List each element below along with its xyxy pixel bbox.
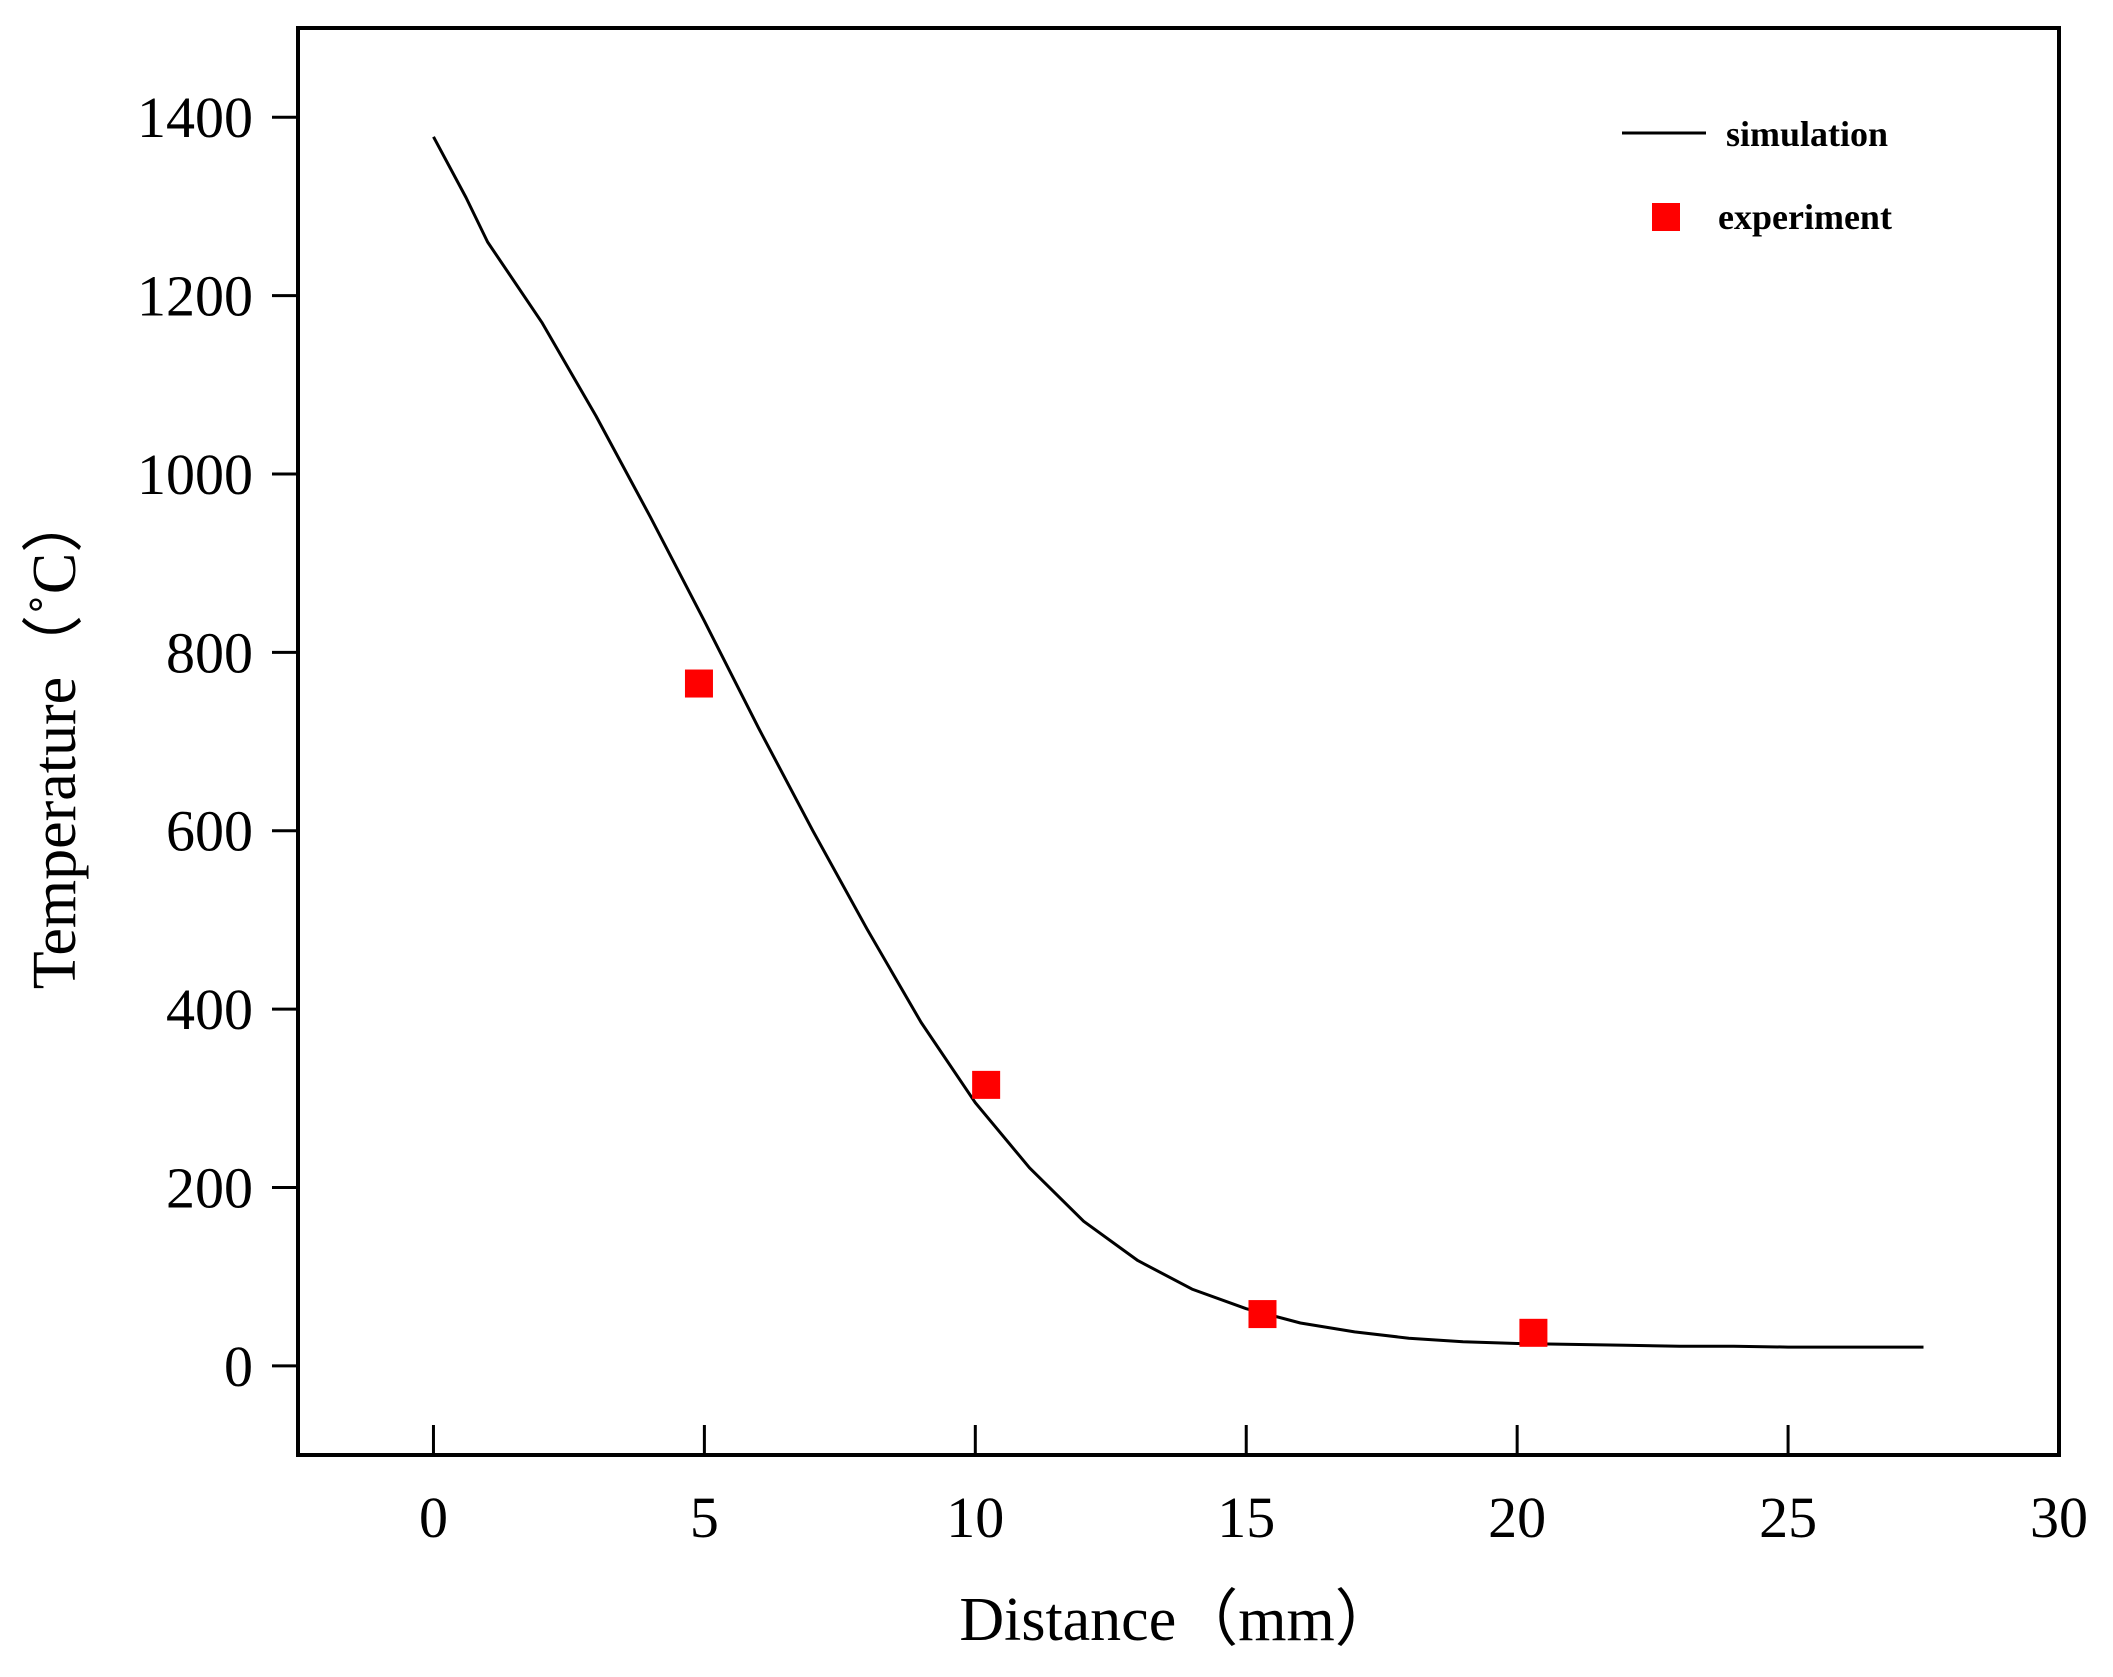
- y-axis-title: Temperature（˚C）: [21, 491, 89, 989]
- legend-label-experiment: experiment: [1718, 197, 1892, 237]
- x-tick-label: 25: [1759, 1485, 1817, 1550]
- series-layer: [432, 136, 1924, 1349]
- y-tick-label: 0: [224, 1334, 253, 1399]
- point-experiment: [972, 1070, 1001, 1099]
- legend-label-simulation: simulation: [1726, 114, 1888, 154]
- x-tick-label: 5: [690, 1485, 719, 1550]
- y-axis-ticks: 0 200 400 600 800 1000 1200 1400: [137, 85, 298, 1399]
- x-tick-label: 30: [2030, 1485, 2088, 1550]
- y-tick-label: 600: [166, 799, 253, 864]
- y-tick-label: 1200: [137, 264, 253, 329]
- series-line-simulation: [432, 136, 1924, 1349]
- y-tick-label: 1400: [137, 85, 253, 150]
- point-experiment: [1248, 1300, 1277, 1329]
- legend: simulation experiment: [1622, 114, 1892, 237]
- x-tick-label: 15: [1217, 1485, 1275, 1550]
- x-axis-title: Distance（mm）: [959, 1586, 1396, 1654]
- y-tick-label: 1000: [137, 442, 253, 507]
- point-experiment: [684, 669, 713, 698]
- legend-square-swatch: [1652, 203, 1680, 231]
- x-tick-label: 10: [946, 1485, 1004, 1550]
- y-tick-label: 200: [166, 1155, 253, 1220]
- plot-frame: [296, 26, 2061, 1457]
- y-tick-label: 800: [166, 620, 253, 685]
- x-tick-label: 0: [419, 1485, 448, 1550]
- x-axis-ticks: 0 5 10 15 20 25 30: [419, 1425, 2088, 1550]
- x-tick-label: 20: [1488, 1485, 1546, 1550]
- point-experiment: [1519, 1318, 1548, 1347]
- y-tick-label: 400: [166, 977, 253, 1042]
